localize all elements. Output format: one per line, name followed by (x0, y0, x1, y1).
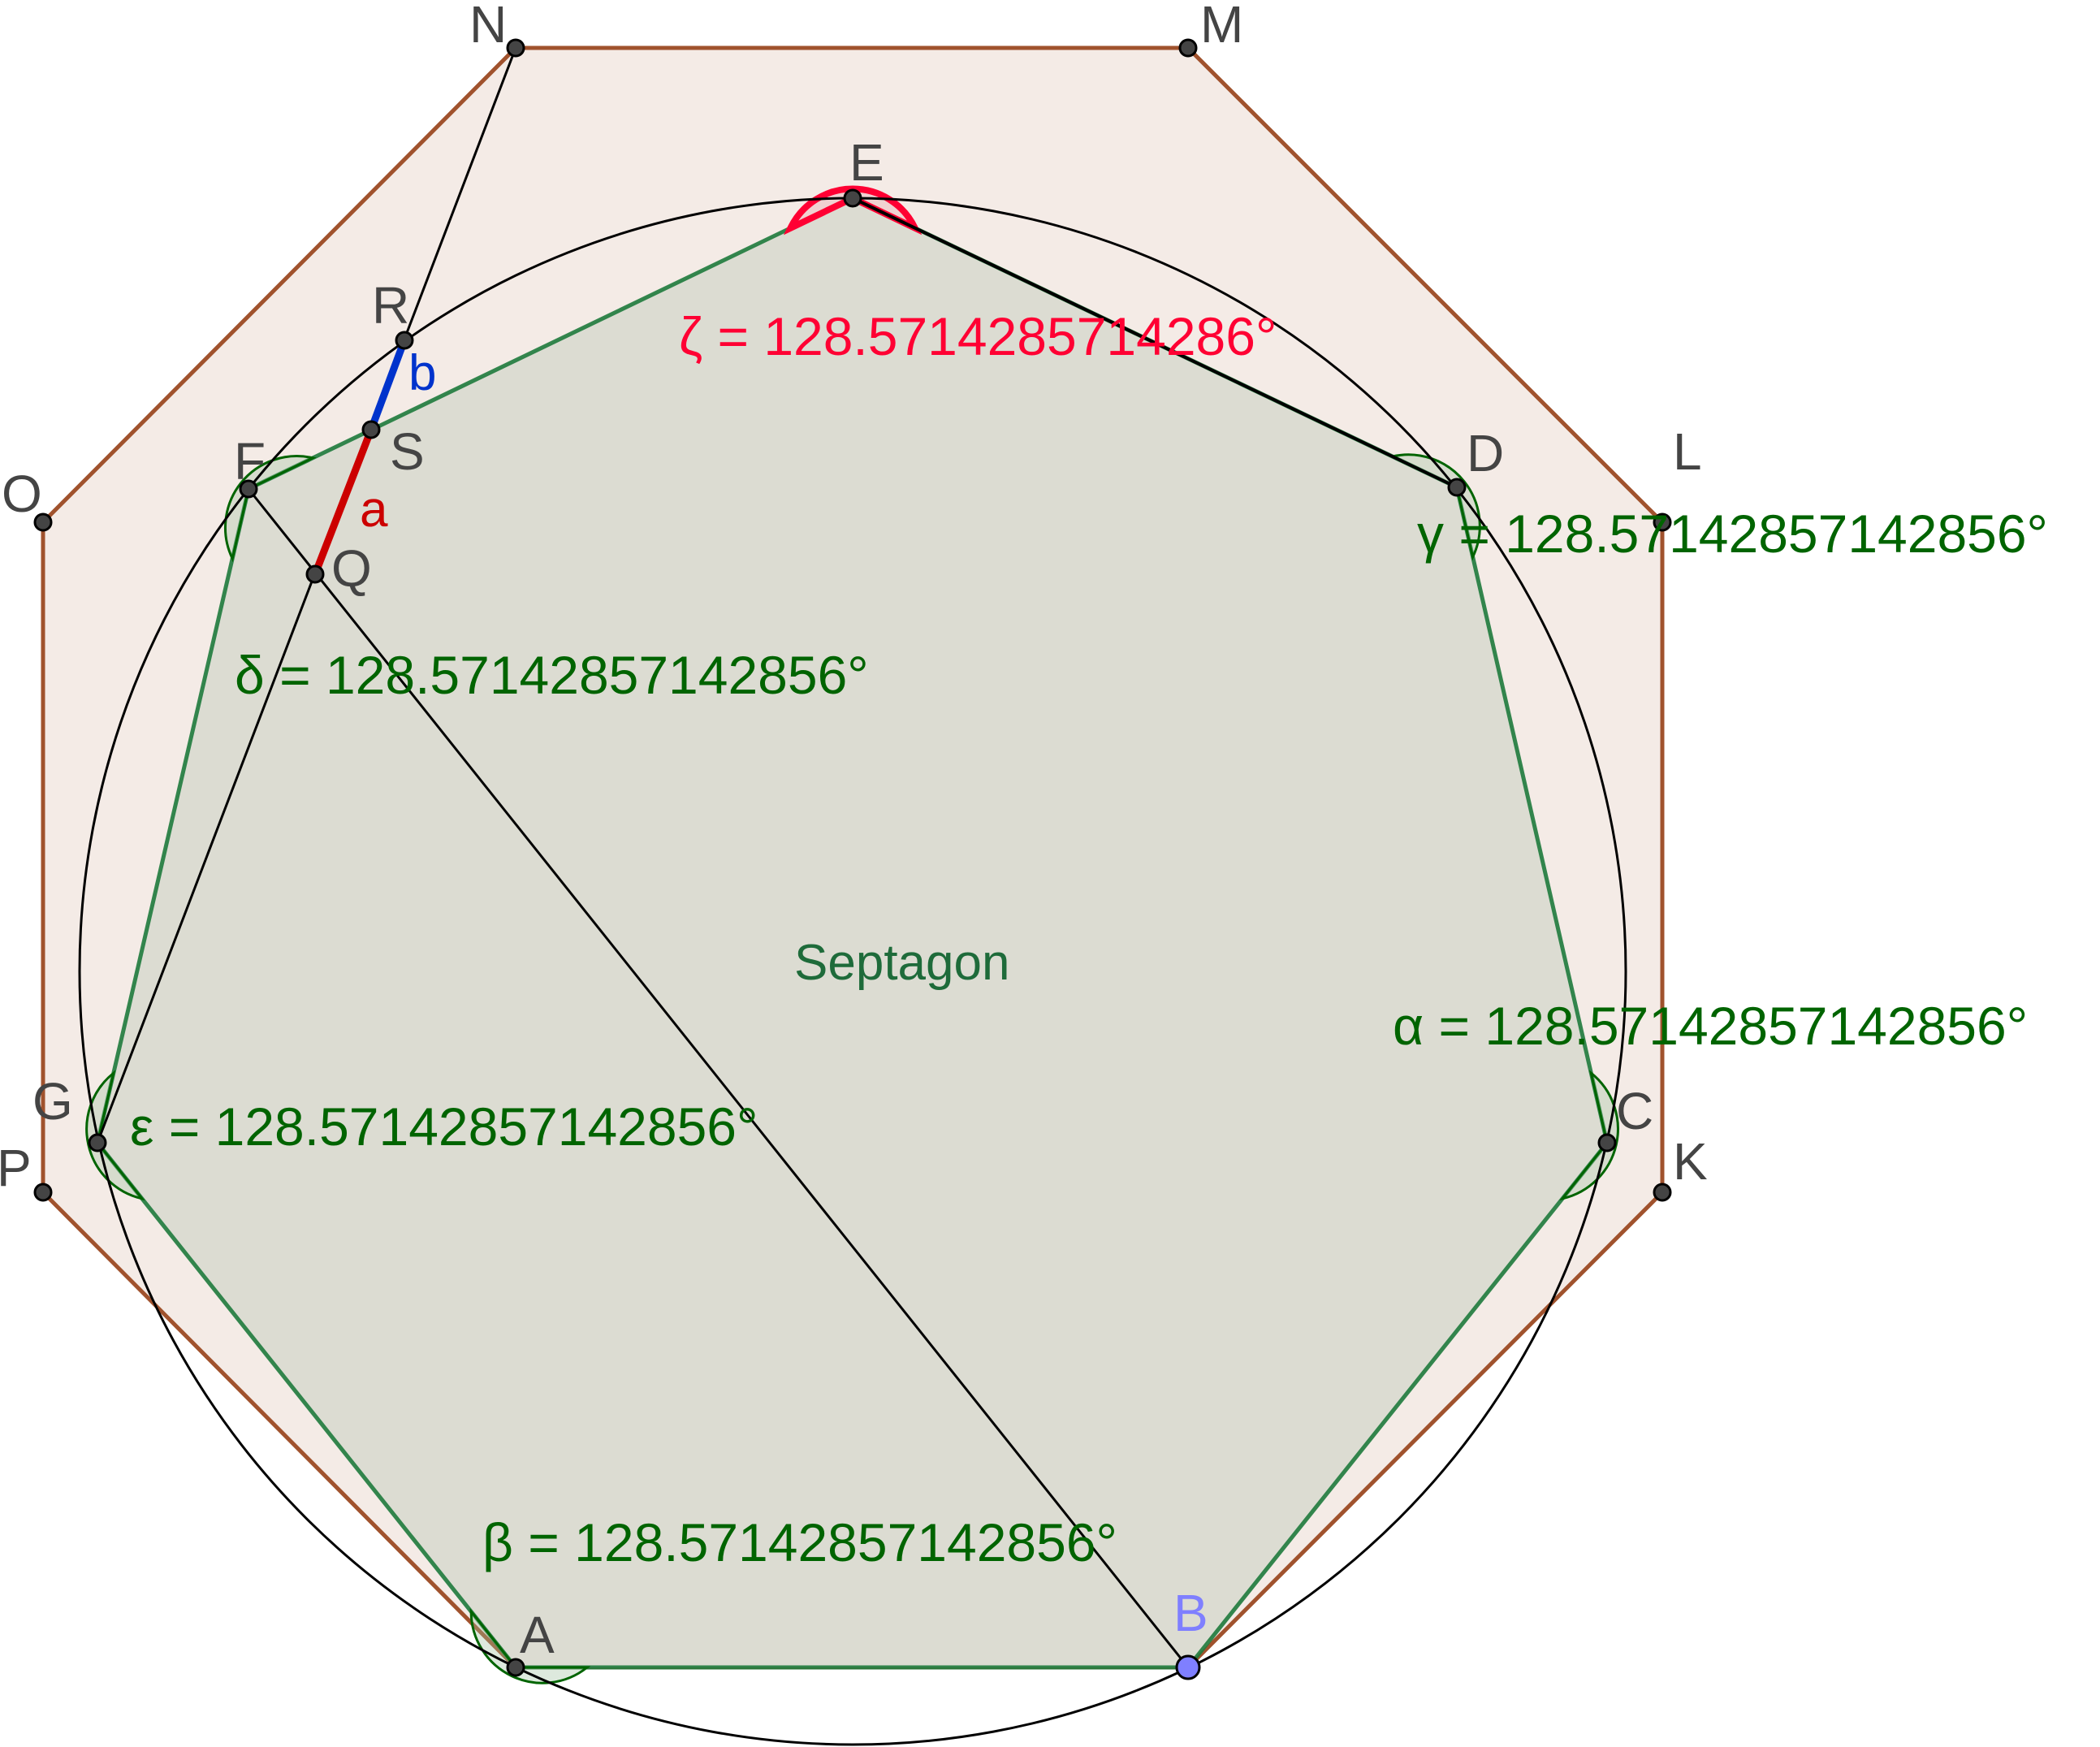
point-label-D: D (1467, 424, 1504, 482)
point-B (1175, 1654, 1201, 1680)
point-label-S: S (390, 422, 425, 481)
angle-label-gamma: γ = 128.57142857142856° (1417, 504, 2048, 564)
point-R (395, 331, 414, 350)
point-label-C: C (1616, 1082, 1653, 1140)
point-A (506, 1658, 525, 1677)
polygon-label: Septagon (794, 935, 1009, 991)
point-P (33, 1183, 53, 1202)
point-label-A: A (520, 1606, 555, 1664)
segment-label-b: b (408, 345, 436, 401)
point-K (1653, 1183, 1672, 1202)
point-label-B: B (1173, 1584, 1208, 1642)
point-label-G: G (32, 1072, 73, 1131)
angle-label-beta: β = 128.57142857142856° (482, 1512, 1117, 1572)
segment-label-a: a (360, 482, 388, 538)
segment-ED (852, 197, 1458, 489)
angle-label-alpha: α = 128.57142857142856° (1393, 996, 2028, 1056)
segment-a (311, 428, 375, 576)
point-label-F: F (234, 432, 266, 491)
point-E (843, 188, 862, 208)
angle-marker-beta (469, 1607, 591, 1684)
point-label-R: R (372, 276, 409, 335)
point-label-Q: Q (331, 539, 372, 598)
segment-b (367, 339, 408, 431)
point-D (1447, 478, 1467, 497)
angle-label-zeta: ζ = 128.5714285714286° (679, 306, 1277, 366)
point-F (239, 479, 258, 499)
line-FB (247, 488, 1190, 1668)
angle-label-epsilon: ε = 128.57142857142856° (130, 1096, 758, 1157)
point-label-M: M (1200, 0, 1243, 54)
point-label-O: O (2, 465, 42, 523)
point-N (506, 38, 525, 58)
point-O (33, 512, 53, 532)
point-S (361, 420, 381, 439)
point-label-L: L (1673, 422, 1702, 481)
point-M (1178, 38, 1198, 58)
point-label-K: K (1673, 1132, 1708, 1191)
point-C (1597, 1133, 1617, 1152)
point-Q (305, 564, 325, 584)
angle-label-delta: δ = 128.57142857142856° (235, 645, 869, 705)
point-G (88, 1133, 107, 1152)
point-label-P: P (0, 1139, 32, 1197)
line-NG (96, 47, 517, 1144)
point-label-N: N (469, 0, 507, 54)
point-L (1653, 512, 1672, 532)
angle-marker-alpha (1559, 1070, 1619, 1201)
point-label-E: E (849, 133, 884, 192)
